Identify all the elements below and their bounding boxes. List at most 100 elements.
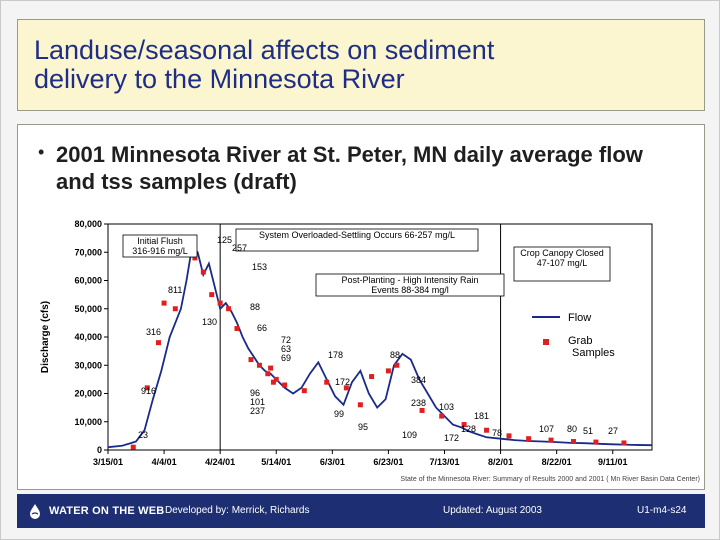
x-tick-label: 4/4/01 [152,457,177,467]
y-axis-label: Discharge (cfs) [40,301,51,373]
tss-label: 172 [444,433,459,443]
grab-sample-point [419,407,425,413]
grab-sample-point [172,306,178,312]
callout-text: Events 88-384 mg/l [371,285,449,295]
y-tick-label: 40,000 [74,332,102,342]
tss-label: 316 [146,327,161,337]
tss-label: 125 [217,235,232,245]
tss-label: 95 [358,422,368,432]
y-tick-label: 10,000 [74,417,102,427]
grab-sample-point [324,379,330,385]
y-tick-label: 60,000 [74,276,102,286]
bullet-icon: • [38,142,45,162]
grab-sample-point [155,340,161,346]
tss-label: 238 [411,398,426,408]
callout-text: Crop Canopy Closed [520,248,604,258]
x-tick-label: 9/11/01 [598,457,628,467]
callout-box [513,246,611,282]
callout-text: 47-107 mg/L [537,258,588,268]
legend-flow-label: Flow [568,312,591,324]
tss-label: 23 [138,430,148,440]
grab-sample-point [593,439,599,445]
grab-sample-point [570,439,576,445]
grab-sample-point [200,269,206,275]
tss-label: 130 [202,317,217,327]
content-box: • 2001 Minnesota River at St. Peter, MN … [17,124,705,490]
source-note: State of the Minnesota River: Summary of… [400,476,700,483]
tss-label: 63 [281,344,291,354]
tss-label: 96 [250,388,260,398]
x-tick-label: 6/3/01 [320,457,345,467]
grab-sample-point [526,436,532,442]
slide-title: Landuse/seasonal affects on sediment del… [34,35,495,94]
developed-by: Developed by: Merrick, Richards [165,505,310,516]
tss-label: 384 [411,375,426,385]
tss-label: 257 [232,243,247,253]
tss-label: 103 [439,402,454,412]
x-tick-label: 4/24/01 [205,457,235,467]
grab-sample-point [461,422,467,428]
tss-label: 101 [250,397,265,407]
tss-label: 51 [583,426,593,436]
grab-sample-point [273,376,279,382]
grab-sample-point [248,357,254,363]
grab-sample-point [394,362,400,368]
callout-box [315,273,505,297]
tss-label: 181 [474,411,489,421]
tss-label: 72 [281,335,291,345]
updated-date: Updated: August 2003 [443,505,542,516]
grab-sample-point [369,374,375,380]
grab-sample-point [144,385,150,391]
logo-text: WATER ON THE WEB [49,505,165,517]
grab-sample-point [265,371,271,377]
tss-label: 27 [608,426,618,436]
grab-sample-point [301,388,307,394]
grab-sample-point [621,440,627,446]
water-drop-icon [30,504,40,519]
callout-box [235,228,479,252]
tss-label: 107 [539,424,554,434]
legend-grab-label: Samples [572,347,615,359]
callout-text: Initial Flush [137,236,183,246]
tss-label: 78 [492,428,502,438]
y-tick-label: 80,000 [74,219,102,229]
tss-label: 916 [141,386,156,396]
tss-label: 66 [257,323,267,333]
tss-label: 237 [250,406,265,416]
grab-sample-point [548,437,554,443]
grab-sample-point [161,300,167,306]
grab-sample-point [270,379,276,385]
tss-label: 88 [250,302,260,312]
water-on-the-web-logo[interactable]: WATER ON THE WEB [27,502,164,520]
tss-label: 69 [281,353,291,363]
legend-grab-label: Grab [568,335,592,347]
x-tick-label: 7/13/01 [429,457,459,467]
callout-text: System Overloaded-Settling Occurs 66-257… [259,230,455,240]
tss-label: 128 [461,424,476,434]
y-tick-label: 0 [97,445,102,455]
legend-grab-swatch [543,339,549,345]
grab-sample-point [357,402,363,408]
grab-sample-point [256,362,262,368]
callout-box [122,234,198,258]
y-tick-label: 50,000 [74,304,102,314]
grab-sample-point [439,413,445,419]
tss-label: 80 [567,424,577,434]
flow-chart: 0 10,000 20,000 30,000 40,000 50,000 60,000 70,… [40,219,653,467]
grab-sample-point [343,385,349,391]
grab-sample-point [192,255,198,261]
callout-text: 316-916 mg/L [132,246,188,256]
bullet-text: 2001 Minnesota River at St. Peter, MN da… [56,142,643,194]
grab-sample-point [234,326,240,332]
grab-sample-point [385,368,391,374]
grab-sample-point [506,433,512,439]
grab-sample-point [282,382,288,388]
x-tick-label: 6/23/01 [373,457,403,467]
tss-label: 172 [335,377,350,387]
footer-bar: WATER ON THE WEB Developed by: Merrick, … [17,494,705,528]
y-tick-label: 20,000 [74,389,102,399]
x-tick-label: 8/22/01 [542,457,572,467]
title-box: Landuse/seasonal affects on sediment del… [17,19,705,111]
callout-text: Post-Planting - High Intensity Rain [341,275,478,285]
